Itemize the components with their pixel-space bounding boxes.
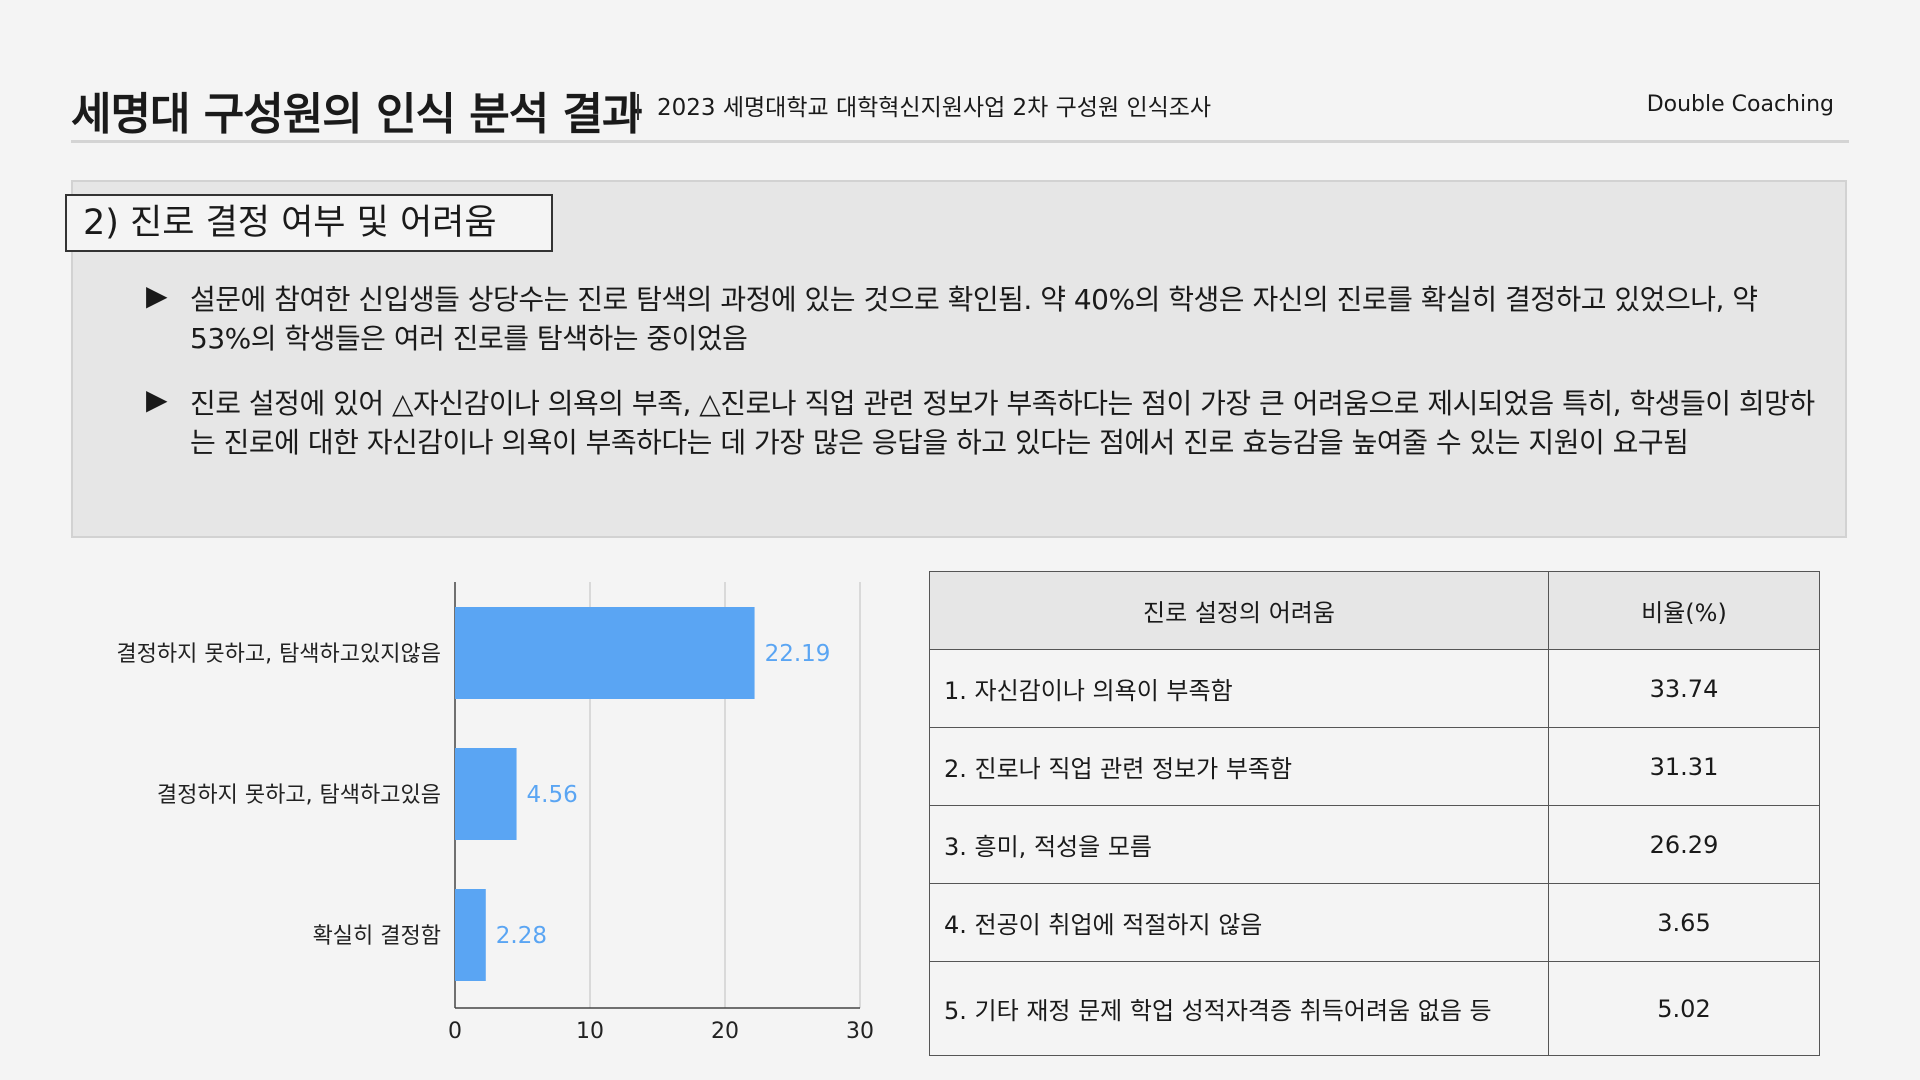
brand-label: Double Coaching (1646, 92, 1834, 117)
table-row: 1. 자신감이나 의욕이 부족함 33.74 (929, 649, 1820, 728)
table-cell-label: 1. 자신감이나 의욕이 부족함 (929, 649, 1549, 728)
bullet-text: 설문에 참여한 신입생들 상당수는 진로 탐색의 과정에 있는 것으로 확인됨.… (190, 283, 1758, 355)
x-tick-label: 20 (711, 1019, 739, 1044)
x-tick-label: 10 (576, 1019, 604, 1044)
table-row: 4. 전공이 취업에 적절하지 않음 3.65 (929, 883, 1820, 962)
table-row: 3. 흥미, 적성을 모름 26.29 (929, 805, 1820, 884)
category-label: 결정하지 못하고, 탐색하고있음 (157, 783, 441, 808)
page-header: 세명대 구성원의 인식 분석 결과 2023 세명대학교 대학혁신지원사업 2차… (71, 72, 1851, 144)
x-tick-label: 0 (448, 1019, 462, 1044)
table-cell-value: 33.74 (1548, 649, 1820, 728)
bar-chart-svg: 0 10 20 30 결정하지 못하고, 탐색하고있지않음 22.19 결정하지 못하고, … (116, 582, 874, 1044)
table-cell-label: 5. 기타 재정 문제 학업 성적자격증 취득어려움 없음 등 (929, 961, 1549, 1056)
table-cell-value: 26.29 (1548, 805, 1820, 884)
table-row: 2. 진로나 직업 관련 정보가 부족함 31.31 (929, 727, 1820, 806)
bullet-text: 진로 설정에 있어 △자신감이나 의욕의 부족, △진로나 직업 관련 정보가 … (190, 387, 1815, 459)
table-row: 5. 기타 재정 문제 학업 성적자격증 취득어려움 없음 등 5.02 (929, 961, 1820, 1056)
table-header-difficulty: 진로 설정의 어려움 (929, 571, 1549, 650)
table-cell-value: 31.31 (1548, 727, 1820, 806)
table-header-row: 진로 설정의 어려움 비율(%) (929, 571, 1820, 650)
table-cell-value: 3.65 (1548, 883, 1820, 962)
table-cell-label: 4. 전공이 취업에 적절하지 않음 (929, 883, 1549, 962)
bar (455, 748, 517, 840)
page-title: 세명대 구성원의 인식 분석 결과 (71, 89, 643, 140)
table-cell-value: 5.02 (1548, 961, 1820, 1056)
difficulty-table: 진로 설정의 어려움 비율(%) 1. 자신감이나 의욕이 부족함 33.74 … (929, 571, 1820, 1056)
title-divider (637, 94, 639, 120)
bar (455, 889, 486, 981)
table-cell-label: 3. 흥미, 적성을 모름 (929, 805, 1549, 884)
header-rule (71, 140, 1849, 143)
category-label: 확실히 결정함 (313, 924, 441, 949)
career-decision-chart: 0 10 20 30 결정하지 못하고, 탐색하고있지않음 22.19 결정하지 못하고, … (0, 570, 900, 1050)
x-tick-label: 30 (846, 1019, 874, 1044)
data-label: 4.56 (527, 782, 578, 808)
table-header-ratio: 비율(%) (1548, 571, 1820, 650)
bar (455, 607, 755, 699)
data-label: 2.28 (496, 923, 547, 949)
data-label: 22.19 (765, 641, 831, 667)
page-subtitle: 2023 세명대학교 대학혁신지원사업 2차 구성원 인식조사 (657, 95, 1212, 121)
section-title: 2) 진로 결정 여부 및 어려움 (65, 194, 553, 252)
table-cell-label: 2. 진로나 직업 관련 정보가 부족함 (929, 727, 1549, 806)
bullet-arrow-icon: ▶ (146, 383, 168, 416)
bullet-arrow-icon: ▶ (146, 279, 168, 312)
category-label: 결정하지 못하고, 탐색하고있지않음 (116, 642, 441, 667)
